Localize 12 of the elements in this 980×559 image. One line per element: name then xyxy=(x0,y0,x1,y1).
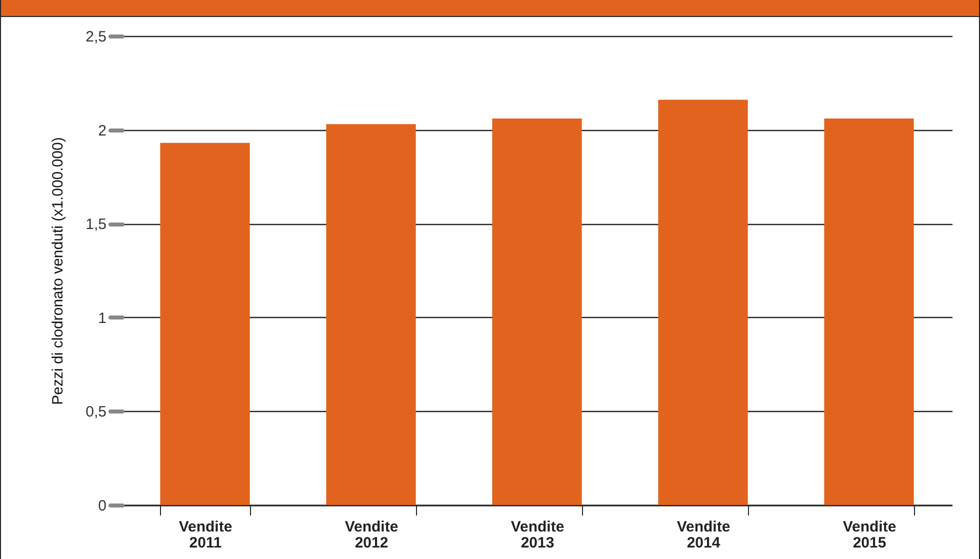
x-tick-label: Vendite 2011 xyxy=(178,518,232,552)
x-tick-label: Vendite 2012 xyxy=(344,518,398,552)
y-tick-label: 2,5 xyxy=(86,28,106,46)
x-tick-label: Vendite 2015 xyxy=(842,518,896,552)
y-tick-label: 2 xyxy=(98,122,106,140)
y-tick-label: 0 xyxy=(98,498,106,514)
y-tick-label: 1 xyxy=(98,310,106,327)
x-tick-label: Vendite 2014 xyxy=(676,518,730,552)
y-tick-label: 0,5 xyxy=(86,404,106,421)
y-tick-label: 1,5 xyxy=(86,216,106,234)
x-tick-label: Vendite 2013 xyxy=(510,518,564,552)
y-axis-title: Pezzi di clodronato venduti (x1.000.000) xyxy=(50,137,67,405)
